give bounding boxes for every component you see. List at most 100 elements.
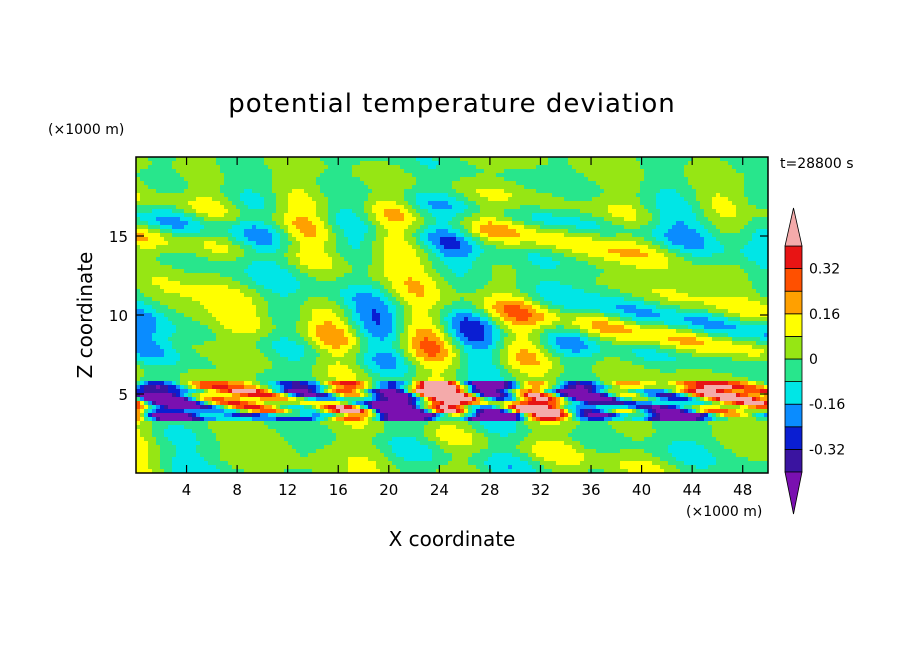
field-cell [304, 217, 309, 222]
field-cell [268, 241, 273, 246]
field-cell [424, 197, 429, 202]
field-cell [552, 253, 557, 258]
field-cell [580, 193, 585, 198]
field-cell [764, 205, 769, 210]
field-cell [404, 277, 409, 282]
field-cell [184, 277, 189, 282]
field-cell [356, 277, 361, 282]
field-cell [484, 233, 489, 238]
field-cell [632, 257, 637, 262]
field-cell [164, 169, 169, 174]
field-cell [520, 205, 525, 210]
field-cell [508, 221, 513, 226]
field-cell [580, 161, 585, 166]
field-cell [160, 173, 165, 178]
field-cell [636, 217, 641, 222]
field-cell [236, 245, 241, 250]
field-cell [656, 157, 661, 162]
field-cell [756, 201, 761, 206]
field-cell [708, 173, 713, 178]
field-cell [696, 253, 701, 258]
field-cell [252, 177, 257, 182]
field-cell [180, 181, 185, 186]
field-cell [164, 253, 169, 258]
field-cell [432, 157, 437, 162]
field-cell [464, 181, 469, 186]
field-cell [220, 177, 225, 182]
field-cell [440, 221, 445, 226]
field-cell [548, 237, 553, 242]
field-cell [308, 193, 313, 198]
field-cell [412, 165, 417, 170]
field-cell [344, 225, 349, 230]
field-cell [388, 197, 393, 202]
field-cell [272, 273, 277, 278]
field-cell [136, 181, 141, 186]
field-cell [720, 201, 725, 206]
field-cell [220, 173, 225, 178]
field-cell [312, 177, 317, 182]
field-cell [544, 229, 549, 234]
field-cell [724, 201, 729, 206]
field-cell [548, 205, 553, 210]
field-cell [624, 197, 629, 202]
field-cell [568, 245, 573, 250]
field-cell [724, 241, 729, 246]
field-cell [556, 261, 561, 266]
field-cell [436, 189, 441, 194]
field-cell [436, 245, 441, 250]
field-cell [184, 229, 189, 234]
field-cell [244, 165, 249, 170]
field-cell [660, 189, 665, 194]
field-cell [608, 245, 613, 250]
field-cell [260, 157, 265, 162]
field-cell [176, 253, 181, 258]
field-cell [552, 213, 557, 218]
field-cell [604, 253, 609, 258]
field-cell [320, 177, 325, 182]
field-cell [504, 213, 509, 218]
field-cell [408, 245, 413, 250]
field-cell [264, 257, 269, 262]
field-cell [236, 181, 241, 186]
field-cell [720, 257, 725, 262]
field-cell [196, 181, 201, 186]
field-cell [168, 185, 173, 190]
field-cell [652, 225, 657, 230]
field-cell [588, 237, 593, 242]
field-cell [604, 241, 609, 246]
field-cell [308, 273, 313, 278]
field-cell [356, 257, 361, 262]
field-cell [580, 241, 585, 246]
field-cell [744, 217, 749, 222]
field-cell [264, 269, 269, 274]
field-cell [332, 245, 337, 250]
field-cell [280, 257, 285, 262]
field-cell [280, 265, 285, 270]
field-cell [368, 269, 373, 274]
field-cell [232, 209, 237, 214]
field-cell [524, 233, 529, 238]
field-cell [328, 245, 333, 250]
field-cell [136, 233, 141, 238]
field-cell [508, 245, 513, 250]
field-cell [756, 265, 761, 270]
field-cell [220, 169, 225, 174]
field-cell [684, 173, 689, 178]
field-cell [640, 277, 645, 282]
field-cell [520, 237, 525, 242]
field-cell [488, 189, 493, 194]
field-cell [500, 177, 505, 182]
field-cell [720, 225, 725, 230]
field-cell [180, 161, 185, 166]
field-cell [580, 157, 585, 162]
field-cell [504, 181, 509, 186]
field-cell [160, 177, 165, 182]
field-cell [140, 277, 145, 282]
field-cell [312, 253, 317, 258]
field-cell [612, 193, 617, 198]
field-cell [516, 237, 521, 242]
field-cell [604, 217, 609, 222]
field-cell [564, 173, 569, 178]
field-cell [136, 197, 141, 202]
